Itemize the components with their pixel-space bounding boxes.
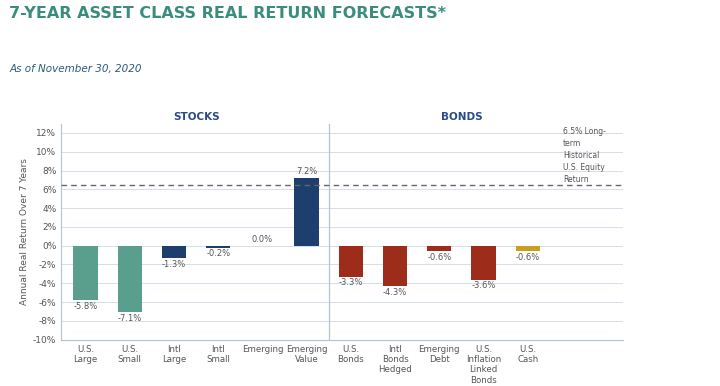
Bar: [516, 246, 540, 251]
Text: -3.3%: -3.3%: [338, 278, 363, 288]
Text: BONDS: BONDS: [441, 112, 482, 122]
Text: -1.3%: -1.3%: [162, 260, 186, 269]
Bar: [294, 178, 319, 246]
Bar: [206, 246, 230, 247]
Text: 6.5% Long-
term
Historical
U.S. Equity
Return: 6.5% Long- term Historical U.S. Equity R…: [563, 127, 606, 184]
Bar: [162, 246, 186, 258]
Text: STOCKS: STOCKS: [173, 112, 220, 122]
Text: -5.8%: -5.8%: [73, 302, 98, 311]
Text: 7.2%: 7.2%: [296, 168, 318, 176]
Text: -4.3%: -4.3%: [383, 288, 408, 297]
Text: 0.0%: 0.0%: [252, 235, 273, 244]
Bar: [427, 246, 451, 251]
Y-axis label: Annual Real Return Over 7 Years: Annual Real Return Over 7 Years: [19, 158, 29, 305]
Text: -0.6%: -0.6%: [516, 253, 540, 262]
Bar: [383, 246, 408, 286]
Bar: [73, 246, 98, 300]
Bar: [472, 246, 495, 279]
Bar: [117, 246, 142, 312]
Text: -7.1%: -7.1%: [117, 314, 142, 323]
Bar: [338, 246, 363, 277]
Text: -0.2%: -0.2%: [206, 249, 230, 258]
Text: -3.6%: -3.6%: [472, 281, 495, 290]
Text: -0.6%: -0.6%: [427, 253, 451, 262]
Text: 7-YEAR ASSET CLASS REAL RETURN FORECASTS*: 7-YEAR ASSET CLASS REAL RETURN FORECASTS…: [9, 6, 446, 21]
Text: As of November 30, 2020: As of November 30, 2020: [9, 64, 142, 74]
